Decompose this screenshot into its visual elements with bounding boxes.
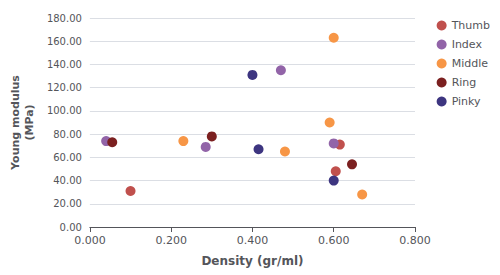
svg-text:0.600: 0.600 xyxy=(318,234,350,247)
svg-text:Young modulus: Young modulus xyxy=(9,75,22,171)
svg-text:80.00: 80.00 xyxy=(53,129,82,140)
svg-text:140.00: 140.00 xyxy=(47,59,82,70)
svg-text:Ring: Ring xyxy=(452,76,477,89)
svg-text:(MPa): (MPa) xyxy=(23,104,36,140)
svg-text:Density (gr/ml): Density (gr/ml) xyxy=(201,254,303,268)
svg-text:0.200: 0.200 xyxy=(155,234,187,247)
svg-text:20.00: 20.00 xyxy=(53,198,82,209)
svg-text:160.00: 160.00 xyxy=(47,36,82,47)
svg-text:Thumb: Thumb xyxy=(451,19,490,32)
svg-text:0.800: 0.800 xyxy=(399,234,431,247)
svg-text:120.00: 120.00 xyxy=(47,82,82,93)
svg-text:0.400: 0.400 xyxy=(237,234,269,247)
svg-text:40.00: 40.00 xyxy=(53,175,82,186)
svg-text:100.00: 100.00 xyxy=(47,105,82,116)
svg-text:Index: Index xyxy=(452,38,483,51)
svg-text:180.00: 180.00 xyxy=(47,13,82,24)
svg-text:Pinky: Pinky xyxy=(452,95,481,108)
svg-text:Middle: Middle xyxy=(452,57,489,70)
svg-text:0.00: 0.00 xyxy=(60,222,82,233)
svg-text:60.00: 60.00 xyxy=(53,152,82,163)
svg-text:0.000: 0.000 xyxy=(74,234,106,247)
